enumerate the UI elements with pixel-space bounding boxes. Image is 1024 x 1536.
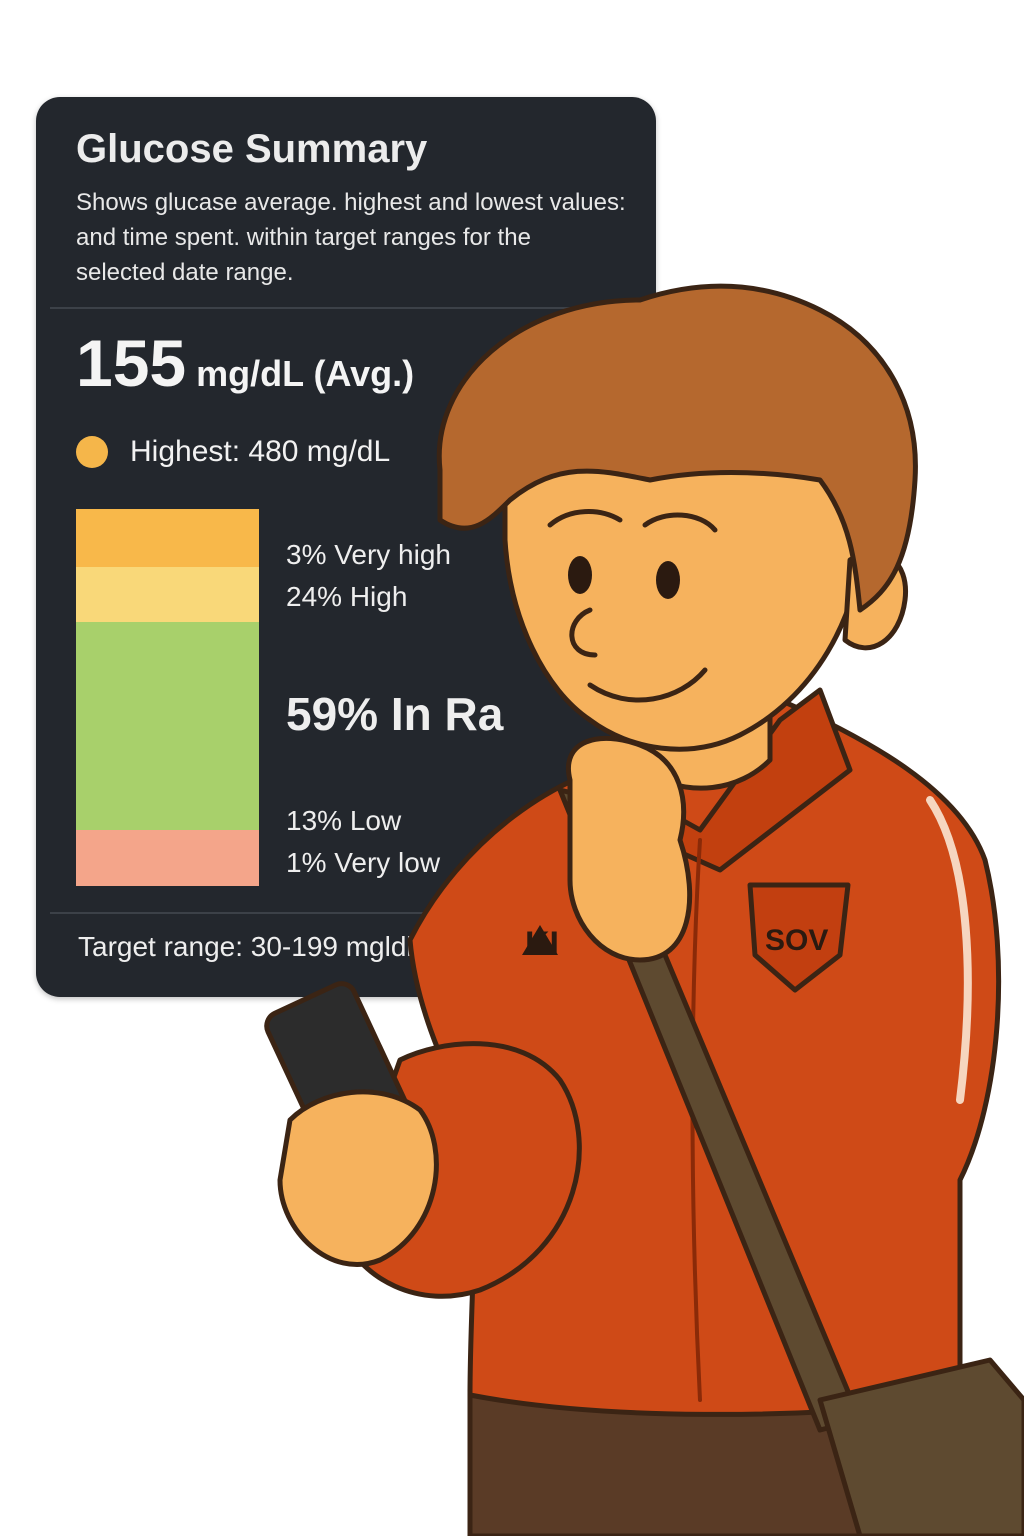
time-in-range-bar — [76, 509, 259, 886]
segment-low — [76, 830, 259, 886]
label-low: 13% Low — [286, 805, 402, 836]
label-in-range: 59% In Ra — [286, 688, 504, 740]
target-range: Target range: 30-199 mgldl — [78, 931, 413, 962]
hair — [436, 283, 918, 613]
highest-dot-icon — [76, 436, 108, 468]
divider-bottom — [50, 912, 642, 914]
segment-very-high — [76, 509, 259, 567]
highest-readout: Highest: 480 mg/dL — [76, 435, 390, 469]
segment-high — [76, 567, 259, 622]
triangle-logo-icon — [522, 925, 558, 955]
phone-hand — [277, 1089, 439, 1267]
badge-text: SOV — [765, 924, 828, 957]
card-title: Glucose Summary — [76, 127, 428, 171]
chin-hand — [566, 736, 693, 963]
divider-top — [50, 307, 642, 309]
average-value: 155 — [76, 326, 187, 400]
label-high: 24% High — [286, 581, 408, 612]
average-readout: 155 mg/dL (Avg.) — [76, 325, 414, 401]
card-description: Shows glucase average. highest and lowes… — [76, 189, 626, 286]
highest-label: Highest: 480 mg/dL — [130, 435, 391, 468]
label-very-high: 3% Very high — [286, 539, 451, 570]
label-very-low: 1% Very low — [286, 847, 441, 878]
average-unit: mg/dL (Avg.) — [196, 353, 415, 394]
segment-in-range — [76, 622, 259, 830]
